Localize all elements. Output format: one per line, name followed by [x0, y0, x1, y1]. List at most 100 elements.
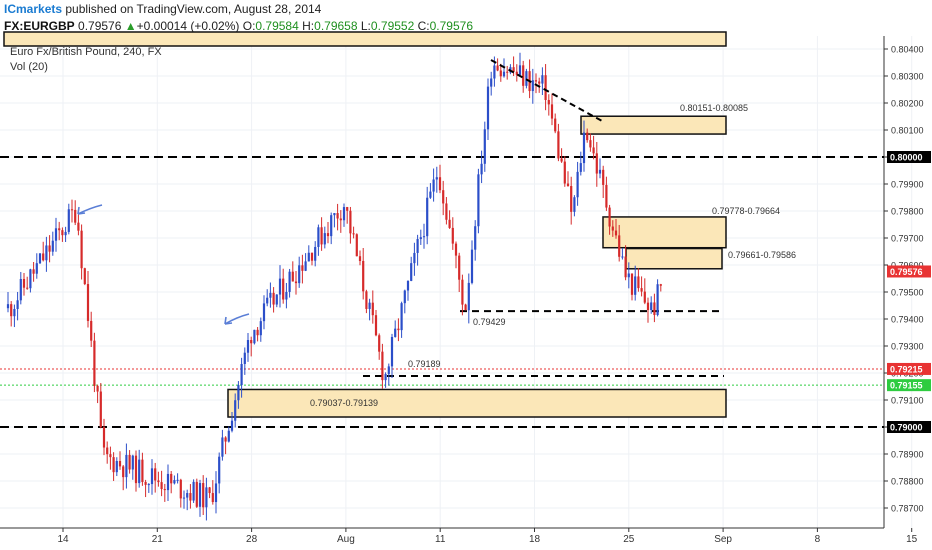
candle-up	[138, 449, 141, 488]
candle-body	[122, 466, 125, 478]
candle-up	[115, 457, 118, 477]
candle-down	[160, 470, 163, 497]
candle-up	[131, 454, 134, 480]
candle-body	[640, 288, 643, 292]
candle-body	[358, 256, 362, 261]
candle-down	[352, 226, 355, 239]
candle-body	[131, 455, 134, 470]
candle-body	[141, 459, 144, 482]
candle-body	[58, 228, 61, 231]
price-tag-label: 0.79576	[890, 267, 923, 277]
candle-body	[550, 104, 554, 119]
y-tick-label: 0.78700	[891, 504, 924, 514]
candle-body	[483, 129, 486, 164]
candle-down	[374, 310, 378, 337]
candle-down	[10, 301, 13, 327]
candle-down	[592, 135, 595, 160]
candle-down	[118, 451, 122, 470]
candle-down	[515, 64, 518, 82]
candle-down	[301, 254, 304, 284]
candle-body	[650, 302, 653, 311]
candle-down	[48, 235, 51, 263]
candle-down	[614, 218, 618, 239]
candle-down	[653, 293, 656, 323]
candle-down	[346, 206, 349, 224]
candle-body	[253, 329, 256, 344]
candle-up	[186, 489, 189, 511]
candle-down	[99, 382, 102, 429]
candle-body	[362, 260, 365, 292]
x-axis-ticks: 14 21 28 Aug 11 18 25 Sep 8 15	[57, 528, 918, 545]
candle-up	[166, 464, 170, 501]
candle-down	[442, 180, 445, 216]
price-tag-bg	[887, 265, 931, 278]
candle-body	[522, 65, 525, 86]
candle-down	[106, 441, 109, 464]
candle-body	[598, 169, 602, 174]
candle-up	[182, 490, 186, 509]
candle-up	[298, 256, 301, 288]
candle-down	[170, 471, 173, 494]
candle-body	[77, 222, 80, 231]
x-tick-label: 28	[246, 534, 258, 545]
candle-up	[579, 151, 582, 176]
candle-body	[240, 363, 243, 386]
y-axis-ticks: 0.78700 0.78800 0.78900 0.79000 0.79100 0.792…	[884, 45, 924, 514]
candle-up	[54, 217, 58, 252]
candle-body	[355, 234, 358, 257]
candle-down	[74, 200, 77, 226]
candle-body	[80, 230, 83, 269]
candle-down	[77, 211, 80, 236]
high-value: 0.79658	[314, 19, 358, 33]
candle-body	[464, 304, 467, 311]
candle-down	[496, 58, 499, 72]
candle-down	[538, 77, 541, 93]
candle-body	[435, 177, 438, 180]
candle-up	[387, 363, 390, 386]
candle-body	[45, 245, 48, 261]
candle-down	[157, 471, 160, 487]
candle-down	[339, 210, 342, 233]
candle-down	[163, 483, 166, 502]
brand-name[interactable]: ICmarkets	[4, 2, 63, 16]
candle-down	[461, 274, 464, 316]
candles[interactable]	[6, 52, 662, 521]
candle-body	[99, 391, 102, 428]
candle-body	[118, 461, 122, 467]
candle-down	[83, 267, 86, 286]
candle-body	[538, 81, 541, 84]
candle-up	[406, 280, 410, 301]
volume-indicator-label[interactable]: Vol (20)	[10, 61, 48, 73]
candle-down	[80, 224, 83, 280]
candle-down	[86, 270, 90, 328]
candle-down	[637, 268, 640, 292]
zone-2	[602, 216, 727, 249]
candle-body	[166, 473, 170, 491]
candle-down	[608, 204, 611, 235]
candle-body	[250, 340, 253, 344]
candle-up	[29, 268, 32, 293]
candle-body	[307, 252, 310, 262]
candle-body	[42, 253, 45, 261]
candle-body	[96, 385, 99, 392]
candle-body	[502, 71, 506, 77]
candle-down	[547, 94, 550, 116]
candle-body	[323, 233, 326, 245]
candle-body	[493, 65, 496, 79]
top-supply-zone	[3, 31, 727, 47]
zone-label: 0.80151-0.80085	[680, 103, 748, 113]
candle-down	[336, 203, 339, 231]
candle-down	[451, 217, 454, 250]
candle-body	[378, 335, 381, 352]
candle-body	[397, 328, 400, 331]
candle-body	[621, 256, 624, 258]
candle-body	[438, 177, 442, 191]
candle-down	[282, 268, 285, 304]
high-label: H:	[302, 19, 315, 33]
candle-body	[304, 261, 307, 271]
candle-body	[109, 454, 112, 458]
zone-4	[227, 388, 727, 418]
candle-body	[451, 227, 454, 244]
